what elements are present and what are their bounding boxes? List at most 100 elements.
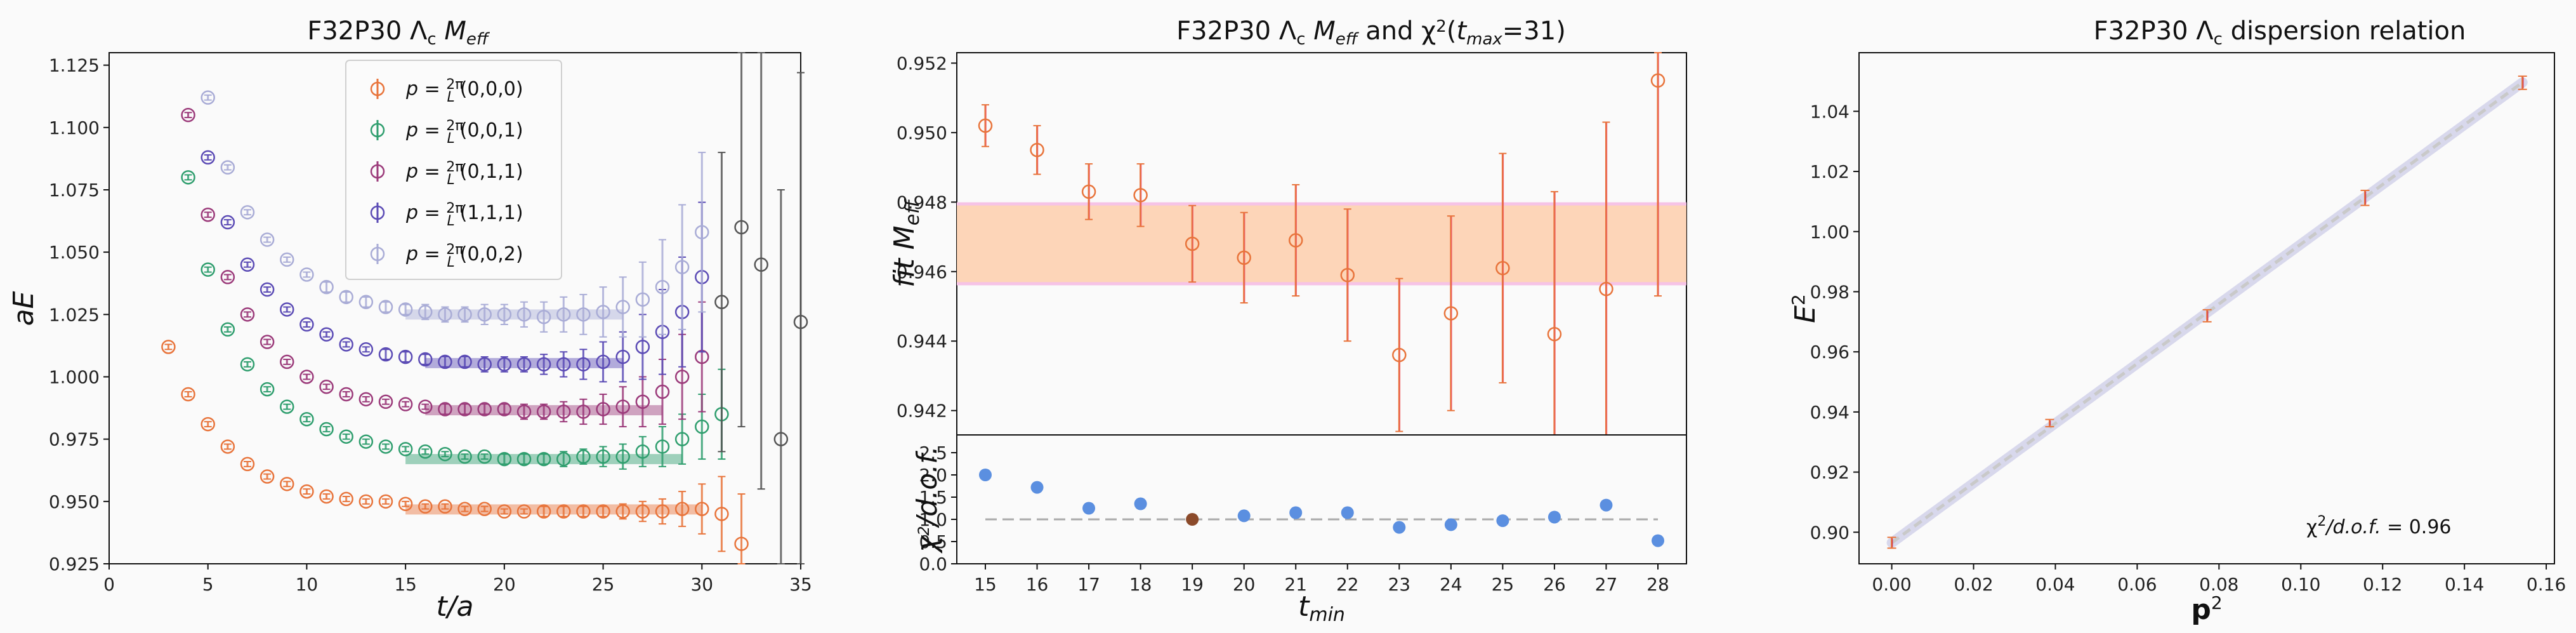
panel1-data-point [299, 411, 314, 427]
panel1-data-point [339, 337, 353, 352]
panel1-data-point [240, 357, 255, 372]
panel1-data-point [378, 300, 393, 314]
panel1-x-tick-label: 20 [493, 574, 516, 595]
panel1-data-point [319, 422, 334, 437]
panel1-data-point [339, 429, 353, 444]
panel1-data-point [793, 314, 808, 330]
panel1-data-point [556, 357, 571, 372]
panel1-data-point [556, 307, 571, 322]
panel1-data-point [516, 451, 532, 467]
panel2-chi2-y-tick-label: 2.0 [919, 465, 947, 486]
panel1-data-point [596, 449, 610, 464]
panel2-chi2-point [1652, 534, 1664, 547]
panel1-data-point [339, 491, 353, 507]
panel1-data-point [536, 404, 551, 419]
panel1-data-point [576, 307, 591, 322]
panel2-chi2-y-tick-label: 1.5 [919, 487, 947, 508]
panel1-data-point [260, 382, 275, 397]
panel1-data-point [220, 215, 235, 230]
panel1-data-point [635, 444, 650, 459]
panel3-x-tick-label: 0.08 [2199, 574, 2238, 595]
panel1-y-tick-label: 0.950 [49, 491, 100, 512]
panel2-chi2-point [1496, 514, 1509, 528]
panel1-data-point [477, 402, 492, 416]
panel1-data-point [655, 504, 670, 519]
panel1-data-point [438, 402, 452, 416]
panel1-data-point [516, 307, 532, 322]
panel1-data-point [319, 327, 334, 342]
panel2-x-tick-label: 28 [1646, 574, 1669, 595]
panel1-legend: p = 2π L (0,0,0)p = 2π L (0,0,1)p = 2π L (0,1,… [345, 60, 562, 280]
panel1-data-point [319, 279, 334, 295]
panel-dispersion: F32P30 Λc dispersion relation 0.00 0.02 0.… [1788, 17, 2566, 626]
panel1-data-point [220, 322, 235, 337]
panel1-data-point [615, 449, 630, 464]
panel2-x-tick-label: 19 [1181, 574, 1204, 595]
panel2-chi2-point [1600, 498, 1613, 512]
panel1-data-point [497, 357, 512, 372]
panel1-data-point [438, 446, 452, 462]
panel1-data-point [181, 170, 195, 185]
panel2-x-tick-label: 24 [1440, 574, 1462, 595]
panel2-chi2-point [1134, 497, 1147, 510]
panel1-data-point [754, 257, 768, 272]
panel2-chi2-y-tick-label: 2.5 [919, 443, 947, 463]
panel1-data-point [299, 317, 314, 332]
panel1-data-point [635, 394, 650, 410]
panel2-x-tick-label: 17 [1077, 574, 1100, 595]
panel1-data-point [438, 499, 452, 514]
panel3-x-tick-label: 0.02 [1954, 574, 1993, 595]
panel1-data-point [576, 357, 591, 372]
panel2-chi2-point [1237, 509, 1251, 523]
panel1-data-point [536, 451, 551, 467]
panel1-data-point [497, 402, 512, 416]
panel1-data-point [477, 449, 492, 464]
panel-effective-mass: F32P30 Λc Meff 0 5 10 15 20 25 30 35 0.925 0.950… [8, 17, 812, 623]
panel2-data-point [1340, 268, 1355, 283]
panel1-data-point [398, 397, 413, 411]
panel2-data-point [1081, 184, 1096, 199]
panel1-y-tick-label: 1.025 [49, 304, 100, 325]
panel2-chi2-point [1393, 521, 1406, 534]
panel2-x-tick-label: 26 [1543, 574, 1566, 595]
panel1-data-point [358, 434, 374, 449]
panel3-y-tick-label: 0.94 [1810, 402, 1850, 423]
panel3-y-tick-label: 1.00 [1810, 222, 1850, 243]
panel2-x-tick-label: 27 [1595, 574, 1618, 595]
panel1-data-point [339, 387, 353, 402]
legend-marker [370, 205, 385, 220]
panel3-x-tick-label: 0.00 [1872, 574, 1911, 595]
panel1-data-point [418, 399, 433, 414]
panel1-data-point [418, 305, 433, 319]
panel1-data-point [734, 536, 749, 551]
panel1-data-point [457, 354, 472, 370]
panel2-x-tick-label: 18 [1129, 574, 1152, 595]
panel2-data-point [1495, 261, 1510, 276]
panel3-x-tick-label: 0.12 [2363, 574, 2402, 595]
panel1-x-tick-label: 10 [296, 574, 319, 595]
panel2-chi2-point [1289, 506, 1303, 519]
panel1-data-point [280, 477, 294, 491]
panel1-data-point [200, 207, 215, 222]
panel1-data-point [161, 340, 176, 354]
panel1-data-point [358, 295, 374, 309]
panel2-data-point [1392, 347, 1407, 363]
panel1-data-point [200, 262, 215, 277]
panel2-x-tick-label: 22 [1336, 574, 1359, 595]
panel1-y-tick-label: 1.000 [49, 366, 100, 387]
panel1-data-point [260, 282, 275, 297]
panel1-data-point [695, 419, 709, 434]
panel2-fit-band [957, 204, 1686, 284]
panel1-y-tick-label: 1.100 [49, 117, 100, 138]
panel1-data-point [438, 307, 452, 322]
panel2-y-tick-label: 0.952 [897, 53, 947, 74]
panel2-data-point [1650, 73, 1666, 88]
panel1-data-point [319, 379, 334, 394]
panel1-data-point [240, 205, 255, 220]
panel2-x-tick-label: 16 [1026, 574, 1049, 595]
panel3-y-axis-label: E2 [1788, 294, 1822, 323]
legend-marker [370, 164, 385, 179]
panel3-x-tick-label: 0.04 [2035, 574, 2075, 595]
panel1-data-point [299, 267, 314, 282]
panel1-data-point [457, 449, 472, 464]
